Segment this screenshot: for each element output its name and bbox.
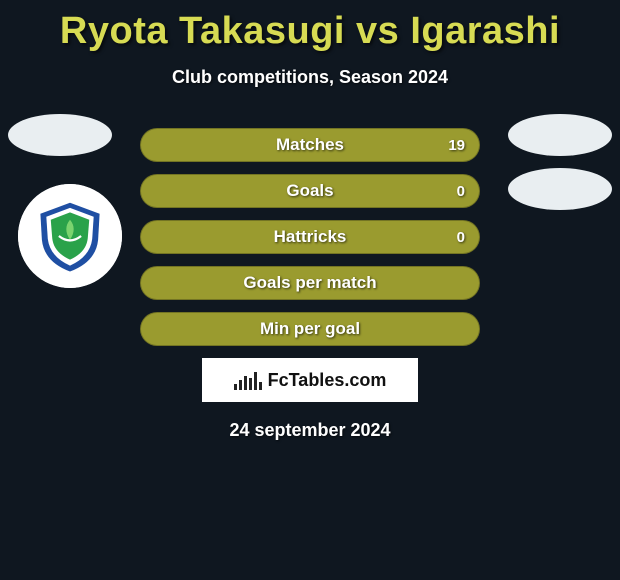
stat-row-goals-per-match: Goals per match — [140, 266, 480, 300]
club-badge-icon — [33, 199, 107, 273]
player-left-avatar-placeholder — [8, 114, 112, 156]
branding-box: FcTables.com — [202, 358, 418, 402]
player-right-avatar-placeholder-2 — [508, 168, 612, 210]
stat-label: Goals — [286, 181, 333, 201]
stat-label: Min per goal — [260, 319, 360, 339]
player-right-avatar-placeholder — [508, 114, 612, 156]
stat-rows: Matches 19 Goals 0 Hattricks 0 Goals per… — [140, 128, 480, 346]
stat-label: Hattricks — [274, 227, 347, 247]
stat-label: Matches — [276, 135, 344, 155]
stat-row-min-per-goal: Min per goal — [140, 312, 480, 346]
club-badge — [18, 184, 122, 288]
stat-row-hattricks: Hattricks 0 — [140, 220, 480, 254]
stat-value-right: 0 — [457, 229, 465, 246]
stat-row-matches: Matches 19 — [140, 128, 480, 162]
branding-text: FcTables.com — [268, 370, 387, 391]
stat-value-right: 0 — [457, 183, 465, 200]
stat-value-right: 19 — [448, 137, 465, 154]
subtitle: Club competitions, Season 2024 — [0, 67, 620, 88]
branding-bars-icon — [234, 370, 262, 390]
comparison-stage: Matches 19 Goals 0 Hattricks 0 Goals per… — [0, 128, 620, 441]
stat-row-goals: Goals 0 — [140, 174, 480, 208]
date-text: 24 september 2024 — [0, 420, 620, 441]
stat-label: Goals per match — [243, 273, 376, 293]
page-title: Ryota Takasugi vs Igarashi — [0, 0, 620, 53]
